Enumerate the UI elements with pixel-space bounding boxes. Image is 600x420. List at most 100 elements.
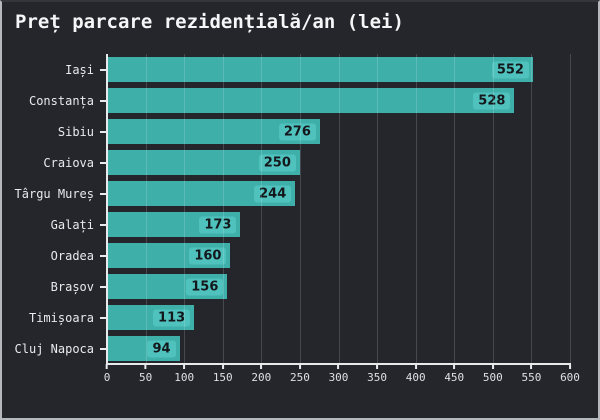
x-tick-label: 500	[482, 371, 503, 384]
bar: 113	[107, 305, 195, 330]
x-tick-mark	[106, 364, 108, 369]
y-tick-mark	[100, 68, 107, 71]
gridline	[299, 54, 301, 364]
bar-row: 250	[107, 147, 570, 178]
category-label: Sibiu	[57, 124, 94, 139]
gridline	[184, 54, 186, 364]
value-label: 244	[254, 185, 292, 202]
chart-title: Preț parcare rezidențială/an (lei)	[15, 11, 404, 33]
x-tick: 550	[521, 364, 541, 384]
gridline	[454, 54, 456, 364]
x-tick: 300	[328, 364, 349, 384]
ylabel-row: Cluj Napoca	[2, 333, 107, 364]
x-tick: 200	[251, 364, 271, 384]
x-tick-mark	[453, 364, 456, 369]
x-tick-mark	[376, 364, 379, 369]
value-label: 113	[153, 309, 191, 326]
y-tick-mark	[100, 161, 107, 164]
x-tick-label: 250	[289, 371, 310, 384]
y-tick-mark	[100, 99, 107, 102]
bar-row: 173	[107, 209, 570, 240]
ylabel-row: Iași	[2, 54, 107, 85]
bar-series: 552 528 276 250 244 173 160 156 113 94	[107, 54, 570, 364]
gridline	[492, 54, 494, 364]
bar: 244	[107, 181, 296, 206]
bar-row: 94	[107, 333, 570, 364]
value-label: 528	[473, 92, 511, 109]
value-label: 276	[278, 123, 316, 140]
gridline	[261, 54, 263, 364]
bar: 250	[107, 150, 300, 175]
ylabel-row: Brașov	[2, 271, 107, 302]
gridline	[531, 54, 533, 364]
bar: 94	[107, 336, 180, 361]
ylabel-row: Sibiu	[2, 116, 107, 147]
y-tick-mark	[100, 254, 107, 257]
x-tick-label: 550	[521, 371, 542, 384]
gridline	[377, 54, 379, 364]
category-label: Târgu Mureș	[14, 186, 94, 201]
y-tick-mark	[100, 223, 107, 226]
x-axis-ticks: 0 50 100 150 200 250 300 350 400 450 500 550 600	[103, 364, 580, 394]
x-tick: 100	[174, 364, 194, 384]
x-tick-label: 300	[328, 371, 349, 384]
x-tick-label: 450	[444, 371, 465, 384]
bar-row: 113	[107, 302, 570, 333]
x-tick-label: 100	[174, 371, 195, 384]
x-tick-mark	[337, 364, 340, 369]
y-tick-mark	[100, 347, 107, 350]
x-tick-mark	[414, 364, 417, 369]
bar-row: 244	[107, 178, 570, 209]
category-label: Constanța	[28, 93, 94, 108]
x-tick-mark	[569, 364, 571, 369]
bar: 173	[107, 212, 241, 237]
value-label: 160	[189, 247, 227, 264]
bar: 160	[107, 243, 231, 268]
plot-area: 552 528 276 250 244 173 160 156 113 94	[106, 54, 571, 365]
x-tick-mark	[298, 364, 301, 369]
bar-row: 160	[107, 240, 570, 271]
x-tick-mark	[144, 364, 147, 369]
value-label: 552	[491, 61, 529, 78]
gridline	[338, 54, 340, 364]
bar: 528	[107, 88, 515, 113]
category-label: Galați	[50, 217, 94, 232]
y-tick-mark	[100, 316, 107, 319]
x-tick: 350	[367, 364, 387, 384]
x-tick: 50	[139, 364, 152, 384]
gridline	[145, 54, 147, 364]
gridline	[570, 54, 571, 364]
value-label: 173	[199, 216, 237, 233]
bar: 276	[107, 119, 320, 144]
x-tick: 250	[290, 364, 310, 384]
y-tick-mark	[100, 285, 107, 288]
ylabel-row: Timișoara	[2, 302, 107, 333]
gridline	[415, 54, 417, 364]
bar: 156	[107, 274, 228, 299]
category-label: Timișoara	[28, 310, 94, 325]
x-tick-mark	[221, 364, 224, 369]
x-tick-label: 400	[405, 371, 426, 384]
category-label: Brașov	[50, 279, 94, 294]
x-tick-label: 150	[212, 371, 233, 384]
x-tick-label: 200	[251, 371, 272, 384]
x-tick-mark	[260, 364, 263, 369]
x-tick-label: 600	[560, 371, 580, 384]
category-label: Oradea	[50, 248, 94, 263]
x-tick-label: 350	[367, 371, 388, 384]
ylabel-row: Constanța	[2, 85, 107, 116]
bar-row: 156	[107, 271, 570, 302]
ylabel-row: Galați	[2, 209, 107, 240]
bar-row: 552	[107, 54, 570, 85]
x-tick-label: 0	[103, 371, 111, 384]
x-tick: 400	[406, 364, 426, 384]
category-label: Craiova	[43, 155, 94, 170]
x-tick: 500	[483, 364, 503, 384]
value-label: 250	[258, 154, 296, 171]
category-label: Iași	[65, 62, 94, 77]
y-axis-labels: Iași Constanța Sibiu Craiova Târgu Mureș Gala…	[2, 54, 107, 364]
ylabel-row: Craiova	[2, 147, 107, 178]
x-tick-label: 50	[138, 371, 153, 384]
value-label: 156	[186, 278, 224, 295]
